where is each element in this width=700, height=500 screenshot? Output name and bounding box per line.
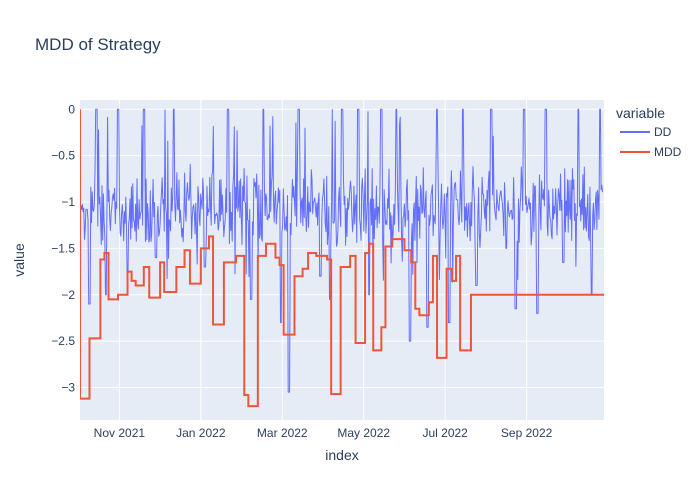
legend-title: variable (616, 105, 665, 121)
y-tick-label: −2 (61, 288, 75, 302)
series-line-mdd (80, 109, 604, 408)
y-tick-label: −1.5 (51, 241, 75, 255)
legend: variable DD MDD (616, 105, 682, 159)
x-tick-label: Jul 2022 (422, 426, 468, 440)
x-tick-label: Jan 2022 (176, 426, 226, 440)
y-tick-label: −1 (61, 195, 75, 209)
x-axis-ticks: Nov 2021 Jan 2022 Mar 2022 May 2022 Jul 2022… (94, 426, 553, 440)
y-tick-label: 0 (68, 102, 75, 116)
series-line-dd (80, 108, 603, 393)
legend-label-dd: DD (654, 125, 672, 139)
x-tick-label: May 2022 (337, 426, 390, 440)
x-tick-label: Sep 2022 (501, 426, 553, 440)
legend-label-mdd: MDD (654, 145, 682, 159)
y-axis-ticks: 0 −0.5 −1 −1.5 −2 −2.5 −3 (51, 102, 75, 394)
y-tick-label: −0.5 (51, 149, 75, 163)
legend-item-mdd[interactable]: MDD (620, 145, 682, 159)
y-tick-label: −3 (61, 381, 75, 395)
y-axis-title: value (11, 243, 27, 277)
x-axis-title: index (325, 447, 358, 463)
legend-item-dd[interactable]: DD (620, 125, 672, 139)
x-tick-label: Mar 2022 (257, 426, 308, 440)
chart-title: MDD of Strategy (35, 35, 161, 54)
series-layer (80, 108, 604, 408)
x-tick-label: Nov 2021 (94, 426, 146, 440)
y-tick-label: −2.5 (51, 334, 75, 348)
